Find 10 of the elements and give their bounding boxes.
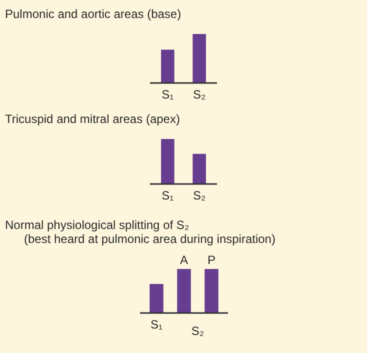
chart-title: Pulmonic and aortic areas (base) — [5, 7, 182, 21]
x-tick-label: S₁ — [162, 88, 174, 102]
chart-title: Tricuspid and mitral areas (apex) — [5, 112, 180, 126]
text: P — [207, 253, 216, 267]
text: S₂ — [191, 324, 204, 338]
text: A — [180, 253, 188, 267]
x-tick-label: S₁ — [162, 188, 174, 203]
x-tick-label: S₁ — [150, 318, 163, 332]
chart-subtitle: (best heard at pulmonic area during inspiration) — [24, 232, 276, 246]
chart-title: Normal physiological splitting of S₂ — [5, 218, 190, 232]
